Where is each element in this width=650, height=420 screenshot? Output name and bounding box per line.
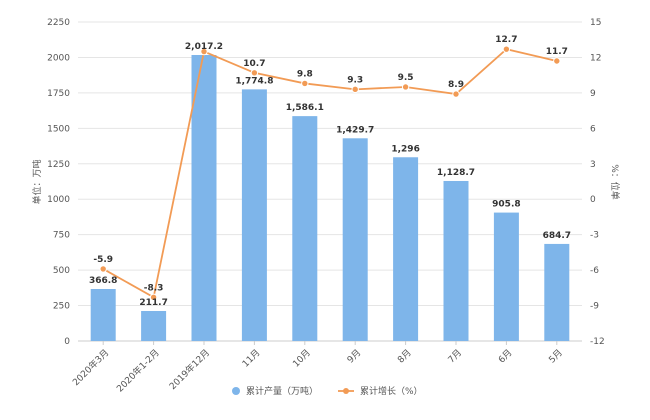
left-y-tick-label: 1250 [47,160,70,170]
bar-value-label: 211.7 [139,298,167,308]
right-y-axis-title: %：位单 [609,164,621,200]
x-tick-label: 6月 [496,347,514,365]
legend-bar-marker [232,387,240,395]
line-point [351,85,359,94]
x-tick-label: 5月 [547,347,565,365]
line-value-label: 11.7 [546,47,568,57]
bars-layer [90,55,570,342]
bar-value-label: 1,774.8 [235,76,273,86]
bar [191,55,217,342]
right-y-tick-label: -12 [590,337,605,347]
line-point [401,83,410,91]
line-value-label: 9.3 [347,75,363,85]
line-point [502,45,511,53]
right-y-tick-label: -9 [590,302,599,312]
labels-layer: 366.8 211.7 2,017.2 1,774.8 1,586.1 1,429.7 1,… [89,35,571,308]
line-value-label: -8.3 [144,283,164,293]
left-y-tick-label: 2000 [47,53,70,63]
grid-layer [78,21,582,342]
bar-value-label: 905.8 [492,200,520,210]
left-y-axis-title: 单位：万吨 [31,159,43,204]
line-point [149,293,158,301]
x-tick-label: 9月 [345,347,363,365]
bar [292,116,318,341]
legend-bar-label: 累计产量（万吨） [246,385,318,397]
bar [141,310,167,341]
bar [493,212,519,341]
right-y-tick-label: -6 [590,266,599,276]
bar-value-label: 684.7 [543,231,571,241]
bar-value-label: 2,017.2 [185,42,223,52]
line-point [553,57,561,65]
line-point [250,69,259,77]
right-y-tick-label: 9 [590,89,596,99]
x-tick-label: 11月 [240,347,262,369]
line-value-label: 9.8 [297,69,313,79]
bar [393,157,419,341]
bar-value-label: 1,128.7 [437,168,475,178]
line-value-label: 10.7 [243,59,265,69]
bar [241,89,267,341]
line-point [200,47,208,56]
right-y-tick-label: 15 [590,18,601,28]
bar [443,180,469,341]
growth-line [102,48,558,299]
left-y-tick-label: 1500 [47,124,70,134]
line-value-label: 9.5 [398,73,414,83]
bar [90,288,116,341]
x-tick-label: 7月 [446,347,464,365]
bar-value-label: 1,429.7 [336,125,374,135]
legend-line-label: 累计增长（%） [360,385,423,397]
legend-line-marker-dot [343,388,349,394]
left-y-tick-label: 500 [53,266,70,276]
left-y-tick-label: 2250 [47,18,70,28]
right-y-tick-label: 6 [590,124,596,134]
bar [342,138,368,341]
line-value-label: -5.9 [93,255,113,265]
line-layer [99,45,561,301]
left-y-tick-label: 1000 [47,195,70,205]
axis-layer: 0 250 500 750 1000 1250 1500 1750 2000 2250 -12 -9 -… [31,18,621,394]
right-y-tick-label: 3 [590,160,596,170]
left-y-tick-label: 250 [53,302,70,312]
line-point [452,90,460,98]
left-y-tick-label: 0 [64,337,70,347]
right-y-tick-label: -3 [590,231,599,241]
left-y-tick-label: 1750 [47,89,70,99]
bar-value-label: 1,586.1 [286,103,324,113]
line-value-label: 8.9 [448,80,464,90]
line-point [99,265,107,273]
line-point [301,79,309,88]
right-y-tick-label: 12 [590,53,601,63]
bar-value-label: 366.8 [89,276,117,286]
left-y-tick-label: 750 [53,231,70,241]
legend-layer: 累计产量（万吨） 累计增长（%） [232,385,423,397]
x-tick-label: 2020年1-2月 [114,347,162,395]
bar [544,243,570,341]
x-tick-label: 10月 [291,347,313,369]
x-tick-label: 2019年12月 [167,347,213,393]
x-tick-label: 2020年3月 [70,347,111,388]
bar-value-label: 1,296 [391,144,419,154]
right-y-tick-label: 0 [590,195,596,205]
x-tick-label: 8月 [396,347,414,365]
line-value-label: 12.7 [495,35,517,45]
